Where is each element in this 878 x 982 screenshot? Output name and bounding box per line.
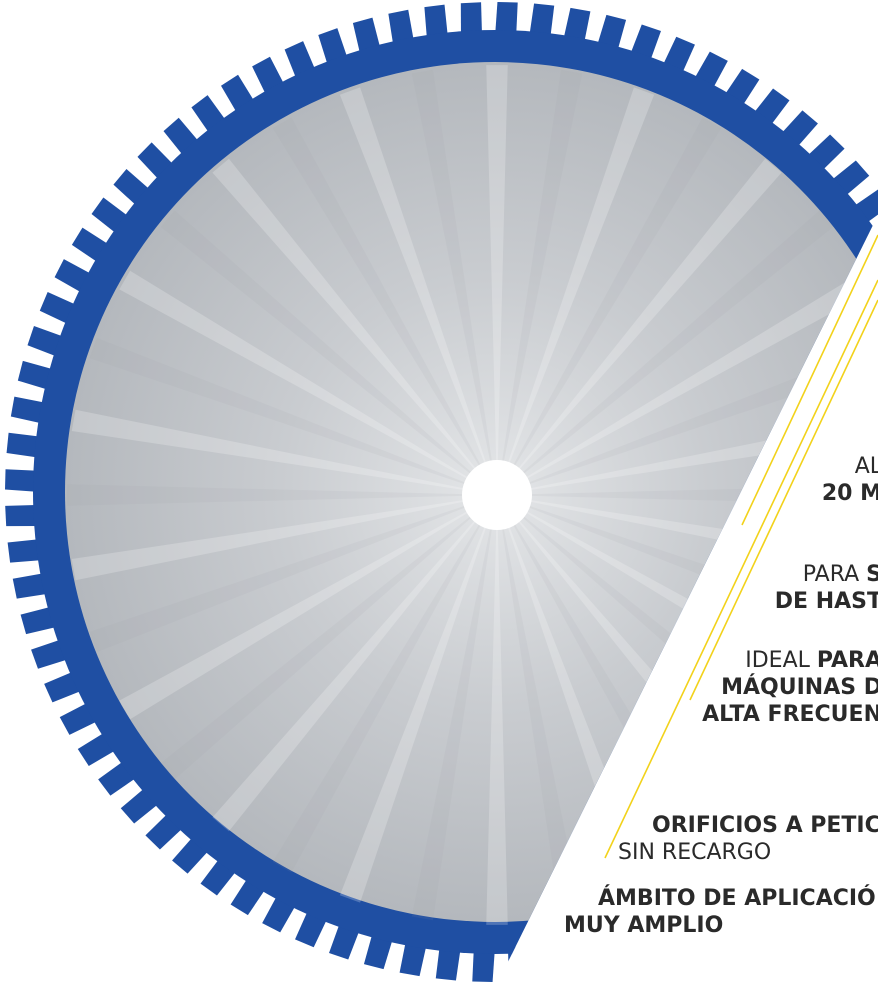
- blade-ray: [71, 409, 498, 495]
- blade-ray: [272, 117, 497, 495]
- blade-ray: [67, 484, 497, 506]
- blade-ray: [212, 158, 497, 496]
- feature-text: IDEAL: [745, 648, 817, 673]
- feature-speed: AL 20 M: [822, 453, 878, 507]
- feature-machines: IDEAL PARA MÁQUINAS D ALTA FRECUEN: [702, 647, 878, 728]
- blade-tooth: [5, 469, 41, 492]
- blade-tooth: [424, 4, 449, 43]
- blade-ray: [486, 495, 508, 925]
- blade-ray: [339, 495, 497, 903]
- feature-line: ÁMBITO DE APLICACIÓ: [598, 885, 876, 912]
- blade-arbor-hole: [462, 460, 532, 530]
- blade-ray: [339, 87, 497, 495]
- yellow-accent-line: [741, 234, 878, 526]
- blade-ray: [497, 69, 583, 496]
- blade-ray: [160, 210, 498, 495]
- feature-line: AL: [822, 453, 878, 480]
- blade-ray: [89, 337, 497, 495]
- feature-text: SIN RECARGO: [618, 840, 772, 865]
- feature-text-bold: ORIFICIOS A PETICI: [652, 813, 878, 838]
- blade-tooth: [5, 504, 42, 527]
- feature-text-bold: ALTA FRECUEN: [702, 702, 878, 727]
- feature-line: ALTA FRECUEN: [702, 701, 878, 728]
- feature-text: PARA: [802, 562, 867, 587]
- blade-ray: [497, 270, 875, 495]
- feature-line: SIN RECARGO: [618, 839, 878, 866]
- feature-line: DE HAST: [775, 588, 878, 615]
- feature-line: 20 M: [822, 480, 878, 507]
- blade-tooth: [529, 3, 555, 41]
- feature-text-bold: DE HAST: [774, 589, 878, 614]
- blade-ray: [411, 69, 497, 496]
- feature-holes: ORIFICIOS A PETICI SIN RECARGO: [618, 812, 878, 866]
- blade-ray: [119, 270, 497, 495]
- feature-text-bold: PARA: [816, 648, 878, 673]
- blade-ray: [497, 495, 583, 921]
- yellow-accent-line: [689, 299, 878, 701]
- blade-ray: [411, 495, 497, 921]
- blade-tooth: [837, 775, 877, 815]
- blade-ray: [497, 210, 834, 495]
- feature-line: MUY AMPLIO: [564, 912, 876, 939]
- blade-tooth: [575, 935, 602, 975]
- blade-ray: [497, 158, 782, 496]
- blade-ray: [497, 117, 722, 495]
- blade-ray: [497, 87, 655, 495]
- blade-tooth: [6, 432, 44, 458]
- feature-text-bold: 20 M: [821, 481, 878, 506]
- feature-text: AL: [854, 454, 878, 479]
- blade-tooth: [472, 946, 495, 982]
- blade-ray: [486, 65, 508, 495]
- blade-tooth: [7, 538, 46, 563]
- feature-line: ORIFICIOS A PETICI: [652, 812, 878, 839]
- feature-text-bold: ÁMBITO DE APLICACIÓ: [598, 886, 876, 911]
- feature-text-bold: MÁQUINAS D: [721, 675, 878, 700]
- blade-tooth: [435, 943, 461, 981]
- blade-tooth: [541, 941, 566, 980]
- feature-slabs: PARA S DE HAST: [775, 561, 878, 615]
- blade-light-rays: [67, 65, 878, 925]
- blade-ray: [212, 495, 497, 832]
- blade-tooth: [460, 2, 483, 39]
- feature-application: ÁMBITO DE APLICACIÓ MUY AMPLIO: [564, 885, 876, 939]
- blade-ray: [119, 495, 497, 720]
- blade-ray: [89, 495, 497, 653]
- feature-line: PARA S: [775, 561, 878, 588]
- blade-ray: [160, 495, 498, 780]
- blade-ray: [272, 495, 497, 873]
- blade-tooth: [858, 748, 878, 787]
- feature-line: IDEAL PARA: [702, 647, 878, 674]
- yellow-accent-line: [604, 279, 878, 859]
- feature-text-bold: S: [866, 562, 878, 587]
- feature-text-bold: MUY AMPLIO: [564, 913, 724, 938]
- blade-tooth: [495, 2, 518, 38]
- blade-ray: [71, 495, 498, 581]
- feature-line: MÁQUINAS D: [702, 674, 878, 701]
